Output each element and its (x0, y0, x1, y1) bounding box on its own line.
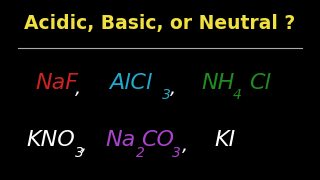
Text: NH: NH (202, 73, 235, 93)
Text: ,: , (170, 79, 177, 98)
Text: ,: , (76, 79, 82, 98)
Text: KI: KI (215, 130, 236, 150)
Text: 3: 3 (162, 88, 170, 102)
Text: Cl: Cl (249, 73, 271, 93)
Text: NaF: NaF (36, 73, 78, 93)
Text: KNO: KNO (27, 130, 75, 150)
Text: 3: 3 (172, 146, 181, 160)
Text: CO: CO (141, 130, 174, 150)
Text: ,: , (81, 136, 88, 155)
Text: 4: 4 (233, 88, 242, 102)
Text: 2: 2 (136, 146, 145, 160)
Text: Acidic, Basic, or Neutral ?: Acidic, Basic, or Neutral ? (24, 14, 296, 33)
Text: Na: Na (105, 130, 135, 150)
Text: AlCl: AlCl (109, 73, 153, 93)
Text: ,: , (182, 136, 188, 155)
Text: 3: 3 (76, 146, 84, 160)
